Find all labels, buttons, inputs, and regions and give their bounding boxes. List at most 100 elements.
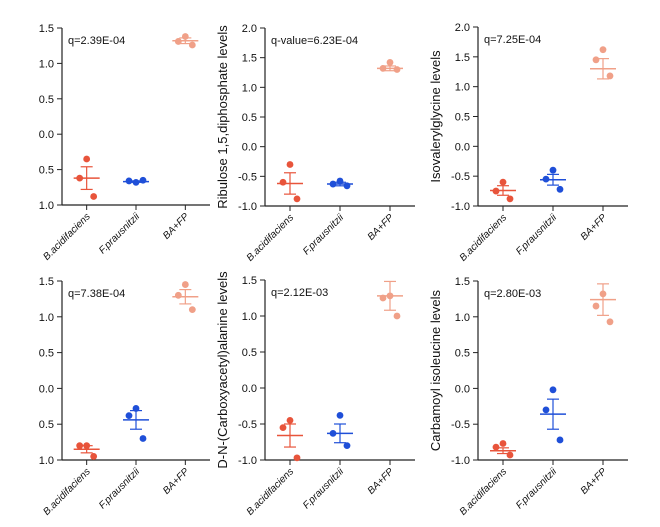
data-point bbox=[393, 312, 401, 320]
data-point bbox=[90, 193, 98, 200]
data-point bbox=[592, 302, 600, 310]
data-point bbox=[499, 440, 507, 447]
data-point bbox=[139, 176, 147, 184]
data-point bbox=[599, 46, 607, 54]
data-point bbox=[606, 318, 614, 326]
y-tick-label: -1.0 bbox=[238, 201, 257, 213]
y-tick-label: 0.0 bbox=[242, 383, 257, 395]
y-tick-label: 0.5 bbox=[242, 112, 257, 124]
y-tick-label: 1.5 bbox=[39, 23, 54, 35]
chart-panel-top-middle: 2.0 1.5 1.0 0.5 0.0 -0.5 -1.0B.acidifaciens F.p… bbox=[215, 23, 415, 264]
y-tick-label: 1.0 bbox=[455, 82, 470, 94]
series-1 bbox=[123, 176, 149, 186]
y-tick-label: -0.5 bbox=[238, 419, 257, 431]
data-point bbox=[592, 56, 600, 64]
x-tick-label: BA+FP bbox=[579, 212, 610, 243]
series-0 bbox=[277, 417, 303, 462]
x-tick-label: B.acidifaciens bbox=[245, 466, 296, 517]
y-tick-label: 1.5 bbox=[39, 276, 54, 288]
data-point bbox=[492, 187, 500, 195]
data-point bbox=[76, 442, 84, 450]
series-1 bbox=[123, 405, 149, 442]
data-point bbox=[549, 386, 557, 394]
data-point bbox=[293, 454, 301, 462]
data-point bbox=[125, 177, 133, 185]
series-0 bbox=[490, 440, 516, 459]
x-tick-label: F.prausnitzii bbox=[97, 211, 143, 257]
q-value-annotation: q=2.39E-04 bbox=[68, 35, 125, 47]
x-tick-label: F.prausnitzii bbox=[514, 212, 560, 258]
series-2 bbox=[590, 283, 616, 326]
y-tick-label: 1.0 bbox=[242, 82, 257, 94]
data-point bbox=[542, 175, 550, 183]
data-point bbox=[556, 436, 564, 444]
x-tick-label: BA+FP bbox=[579, 466, 610, 497]
series-1 bbox=[540, 386, 566, 444]
data-point bbox=[343, 182, 351, 190]
y-tick-label: 2.0 bbox=[455, 22, 470, 34]
y-tick-label: 0.5 bbox=[455, 348, 470, 360]
data-point bbox=[76, 174, 84, 182]
q-value-annotation: q-value=6.23E-04 bbox=[271, 35, 358, 47]
chart-panel-top-left: 1.51.00.50.00.51.0B.acidifaciens F.prausn… bbox=[39, 23, 210, 263]
y-tick-label: 0.5 bbox=[39, 348, 54, 360]
series-0 bbox=[277, 161, 303, 203]
x-tick-label: F.prausnitzii bbox=[514, 466, 560, 512]
data-point bbox=[386, 59, 394, 66]
data-point bbox=[83, 442, 91, 450]
x-tick-label: B.acidifaciens bbox=[245, 212, 296, 263]
x-tick-label: BA+FP bbox=[161, 466, 192, 497]
data-point bbox=[279, 424, 287, 431]
data-point bbox=[293, 195, 301, 203]
y-tick-label: 1.5 bbox=[242, 53, 257, 65]
y-tick-label: 1.0 bbox=[39, 312, 54, 324]
y-tick-label: -1.0 bbox=[451, 201, 470, 213]
x-tick-label: B.acidifaciens bbox=[458, 466, 509, 517]
y-tick-label: 1.5 bbox=[242, 275, 257, 287]
data-point bbox=[125, 412, 133, 420]
series-2 bbox=[172, 33, 199, 49]
series-2 bbox=[377, 280, 403, 320]
data-point bbox=[379, 64, 387, 72]
data-point bbox=[286, 417, 294, 424]
data-point bbox=[506, 451, 514, 459]
data-point bbox=[499, 178, 507, 186]
data-point bbox=[506, 195, 514, 203]
y-axis-label: Isovalerylglycine levels bbox=[428, 50, 443, 183]
series-0 bbox=[73, 442, 100, 460]
data-point bbox=[90, 453, 98, 460]
y-tick-label: 0.5 bbox=[455, 112, 470, 124]
chart-panel-top-right: 2.0 1.5 1.0 0.5 0.0 -0.5 -1.0B.acidifaciens F.p… bbox=[428, 22, 628, 264]
y-tick-label: 1.0 bbox=[242, 311, 257, 323]
y-tick-label: 0.0 bbox=[455, 383, 470, 395]
y-tick-label: 0.5 bbox=[39, 419, 54, 431]
y-tick-label: 1.5 bbox=[455, 276, 470, 288]
series-2 bbox=[172, 281, 199, 314]
chart-panel-bottom-middle: 1.5 1.0 0.5 0.0 -0.5 -1.0B.acidifaciens F.prau… bbox=[215, 271, 415, 518]
y-tick-label: 0.5 bbox=[242, 347, 257, 359]
y-tick-label: 0.5 bbox=[39, 165, 54, 177]
data-point bbox=[336, 177, 344, 185]
q-value-annotation: q=2.80E-03 bbox=[484, 288, 541, 300]
y-tick-label: 0.0 bbox=[455, 141, 470, 153]
data-point bbox=[188, 41, 196, 49]
data-point bbox=[286, 161, 294, 168]
y-tick-label: -0.5 bbox=[238, 171, 257, 183]
data-point bbox=[343, 442, 351, 449]
data-point bbox=[606, 72, 614, 80]
series-2 bbox=[590, 46, 616, 80]
series-1 bbox=[327, 177, 353, 190]
y-tick-label: 0.0 bbox=[242, 142, 257, 154]
q-value-annotation: q=7.38E-04 bbox=[68, 288, 125, 300]
data-point bbox=[279, 178, 287, 186]
y-axis-label: Ribulose 1,5,diphosphate levels bbox=[215, 25, 230, 209]
series-0 bbox=[73, 155, 100, 200]
y-tick-label: 1.0 bbox=[39, 200, 54, 212]
data-point bbox=[336, 411, 344, 419]
data-point bbox=[379, 294, 387, 302]
series-2 bbox=[377, 59, 403, 73]
data-point bbox=[329, 429, 337, 437]
data-point bbox=[132, 178, 140, 186]
y-axis-label: D-N-(Carboxyacetyl)alanine levels bbox=[215, 271, 230, 469]
